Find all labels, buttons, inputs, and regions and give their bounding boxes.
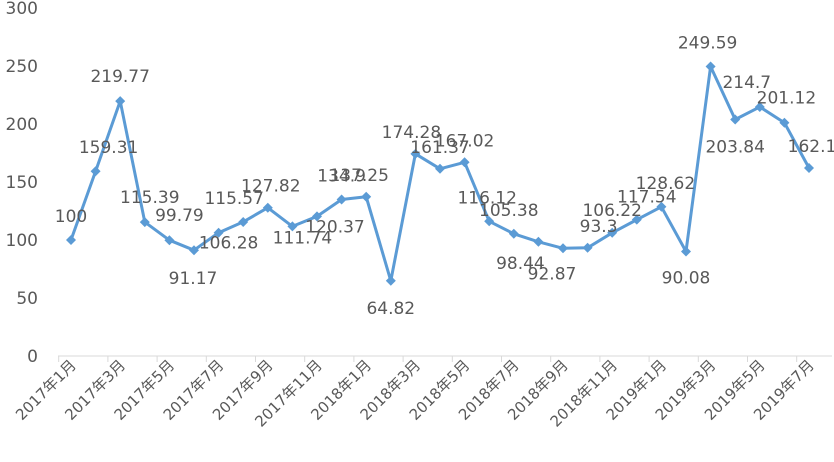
data-label: 174.28 [382, 123, 441, 143]
data-label: 162.1 [788, 137, 834, 157]
y-tick-label: 250 [6, 57, 38, 77]
data-label: 128.62 [636, 174, 695, 194]
data-label: 249.59 [678, 33, 737, 53]
data-label: 203.84 [705, 138, 764, 158]
data-label: 115.39 [120, 188, 179, 208]
data-point [582, 242, 593, 253]
data-point [484, 216, 495, 227]
data-point [705, 61, 716, 72]
data-label: 91.17 [169, 269, 218, 289]
x-axis-labels: 2017年1月2017年3月2017年5月2017年7月2017年9月2017年… [12, 356, 818, 430]
data-label: 106.28 [199, 234, 258, 254]
data-point [607, 227, 618, 238]
data-point [754, 101, 765, 112]
x-axis-tickmarks [58, 356, 798, 362]
data-label: 134.9 [317, 167, 366, 187]
data-point [410, 148, 421, 159]
data-point [189, 245, 199, 256]
data-point [262, 202, 273, 213]
data-label: 111.74 [273, 228, 332, 248]
data-label: 120.37 [305, 217, 364, 237]
data-point [213, 227, 224, 238]
data-label: 127.82 [241, 177, 300, 197]
data-point [238, 216, 249, 227]
data-point [385, 275, 396, 286]
data-point [66, 235, 76, 245]
data-point [361, 191, 372, 202]
data-point [656, 201, 667, 212]
data-label: 214.7 [722, 73, 771, 93]
data-label: 100 [55, 207, 87, 227]
data-point [508, 228, 519, 239]
y-axis-ticks: 0 50 100 150 200 250 300 [6, 0, 38, 367]
data-point [533, 236, 544, 247]
y-tick-label: 150 [6, 173, 38, 193]
data-point [164, 235, 175, 246]
data-label: 92.87 [528, 264, 577, 284]
data-point [115, 96, 126, 107]
data-point [681, 246, 691, 257]
data-point-markers [66, 61, 814, 286]
data-label: 159.31 [79, 138, 138, 158]
data-label: 93.3 [580, 217, 618, 237]
data-point [90, 166, 101, 177]
data-point [779, 117, 790, 128]
data-label: 167.02 [435, 131, 494, 151]
data-label: 161.37 [410, 138, 469, 158]
data-point [312, 211, 322, 222]
data-label: 117.54 [617, 188, 676, 208]
data-point [804, 162, 814, 173]
y-tick-label: 100 [6, 231, 38, 251]
data-label: 137.25 [329, 166, 388, 186]
data-point [730, 114, 741, 125]
data-label: 201.12 [757, 89, 816, 109]
data-label: 98.44 [496, 254, 545, 274]
data-label: 115.57 [204, 189, 263, 209]
data-point [435, 163, 445, 174]
data-label: 106.22 [582, 201, 641, 221]
data-label: 219.77 [90, 67, 149, 87]
data-label: 99.79 [155, 206, 204, 226]
data-label: 105.38 [479, 201, 538, 221]
data-point [558, 243, 568, 254]
data-label: 116.12 [457, 188, 516, 208]
data-label: 90.08 [662, 269, 711, 289]
data-point [139, 217, 150, 228]
data-label: 64.82 [366, 299, 415, 319]
data-point [631, 214, 642, 225]
y-tick-label: 200 [6, 115, 38, 135]
data-point [287, 221, 298, 232]
data-point [336, 194, 347, 205]
y-tick-label: 0 [27, 347, 38, 367]
y-tick-label: 50 [16, 289, 38, 309]
y-tick-label: 300 [6, 0, 38, 19]
data-point [459, 157, 470, 168]
